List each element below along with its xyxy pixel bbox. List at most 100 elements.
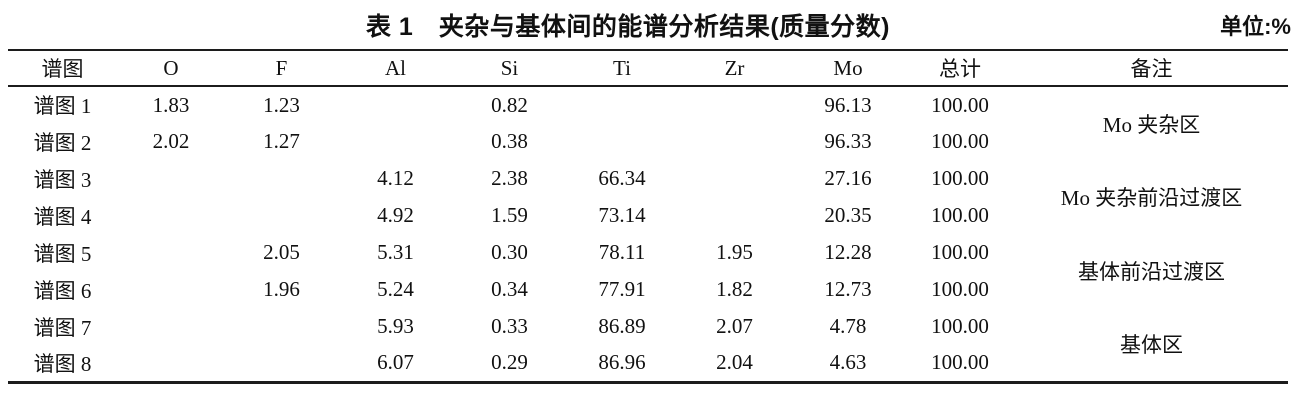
cell-value: 0.38 — [491, 129, 528, 153]
cell-value: 1.96 — [263, 277, 300, 301]
note-cell-matrix-front-transition-zone: 基体前沿过渡区 — [1078, 260, 1225, 284]
cell-value: 100.00 — [931, 92, 989, 117]
header-cell-mo: Mo — [791, 50, 905, 87]
table-row: 谱图 7 5.93 0.33 86.89 2.07 4.78 100.00 基体… — [8, 308, 1288, 357]
cell-value — [117, 271, 225, 308]
unit-label: 单位:% — [1220, 13, 1291, 39]
cell-value: 6.07 — [377, 350, 414, 375]
energy-spectrum-table: 谱图 O F Al Si Ti Zr Mo 总计 备注 谱图 1 1.83 1.… — [8, 49, 1288, 384]
cell-value: 27.16 — [824, 166, 872, 190]
cell-value: 73.14 — [598, 203, 646, 227]
cell-spectrum-label: 谱图 6 — [33, 278, 92, 303]
table-row: 谱图 6 1.96 5.24 0.34 77.91 1.82 12.73 100… — [8, 271, 1288, 308]
cell-value: 100.00 — [931, 203, 989, 227]
note-cell-mo-inclusion-zone: Mo 夹杂区 — [1102, 112, 1201, 137]
cell-value: 100.00 — [931, 166, 989, 190]
cell-spectrum-label: 谱图 4 — [33, 204, 92, 229]
table-row: 谱图 1 1.83 1.23 0.82 96.13 100.00 Mo 夹杂区 — [8, 86, 1288, 137]
cell-value: 100.00 — [931, 350, 989, 375]
cell-value: 100.00 — [931, 277, 989, 301]
cell-value: 12.28 — [824, 240, 872, 264]
cell-value: 1.83 — [152, 92, 190, 117]
cell-value — [225, 345, 338, 382]
cell-value: 86.96 — [598, 350, 646, 375]
cell-value: 77.91 — [598, 277, 646, 301]
cell-value: 0.33 — [491, 314, 528, 338]
cell-value — [678, 86, 791, 123]
cell-value: 12.73 — [824, 277, 872, 301]
cell-value: 78.11 — [598, 240, 646, 264]
header-cell-ti: Ti — [566, 50, 678, 87]
header-cell-si: Si — [453, 50, 566, 87]
cell-value: 1.23 — [263, 92, 300, 117]
cell-value: 5.31 — [377, 240, 414, 264]
table-caption: 表 1 夹杂与基体间的能谱分析结果(质量分数) — [365, 12, 890, 41]
cell-value — [117, 345, 225, 382]
cell-value — [117, 197, 225, 234]
table-row: 谱图 2 2.02 1.27 0.38 96.33 100.00 — [8, 123, 1288, 160]
cell-value — [678, 160, 791, 197]
cell-spectrum-label: 谱图 5 — [33, 241, 92, 266]
cell-value — [225, 308, 338, 345]
table-caption-row: 表 1 夹杂与基体间的能谱分析结果(质量分数) 单位:% — [0, 0, 1296, 49]
cell-spectrum-label: 谱图 3 — [33, 167, 92, 192]
cell-value: 5.24 — [377, 277, 414, 301]
cell-value — [338, 86, 453, 123]
cell-value — [225, 197, 338, 234]
cell-value — [678, 123, 791, 160]
cell-value — [117, 234, 225, 271]
cell-value: 1.95 — [716, 240, 753, 264]
cell-value: 100.00 — [931, 314, 989, 338]
cell-value — [566, 123, 678, 160]
cell-value: 96.33 — [824, 129, 872, 153]
cell-value: 0.34 — [491, 277, 528, 301]
cell-value: 1.27 — [263, 129, 300, 153]
table-row: 谱图 4 4.92 1.59 73.14 20.35 100.00 — [8, 197, 1288, 234]
header-cell-zr: Zr — [678, 50, 791, 87]
header-cell-o: O — [117, 50, 225, 87]
header-cell-f: F — [225, 50, 338, 87]
cell-spectrum-label: 谱图 7 — [33, 315, 92, 340]
note-cell-mo-inclusion-front-transition-zone: Mo 夹杂前沿过渡区 — [1060, 186, 1243, 210]
cell-value: 0.82 — [491, 92, 528, 117]
cell-value: 4.78 — [829, 314, 867, 338]
cell-value — [678, 197, 791, 234]
cell-value: 96.13 — [824, 92, 872, 117]
cell-spectrum-label: 谱图 1 — [33, 94, 92, 118]
cell-value — [117, 308, 225, 345]
cell-value — [225, 160, 338, 197]
cell-spectrum-label: 谱图 8 — [33, 351, 92, 376]
cell-value: 0.30 — [491, 240, 528, 264]
cell-value: 1.59 — [491, 203, 528, 227]
cell-value: 2.05 — [263, 240, 300, 264]
cell-value: 2.38 — [491, 166, 528, 190]
cell-value: 2.02 — [152, 129, 190, 153]
note-cell-matrix-zone: 基体区 — [1120, 333, 1183, 358]
cell-value: 2.07 — [716, 314, 753, 338]
cell-value: 20.35 — [824, 203, 872, 227]
table-row: 谱图 8 6.07 0.29 86.96 2.04 4.63 100.00 — [8, 345, 1288, 382]
table-row: 谱图 3 4.12 2.38 66.34 27.16 100.00 Mo 夹杂前… — [8, 160, 1288, 210]
cell-value: 2.04 — [716, 350, 753, 375]
cell-value: 5.93 — [377, 314, 414, 338]
cell-value: 4.12 — [377, 166, 414, 190]
cell-value: 4.63 — [829, 350, 867, 375]
cell-value: 66.34 — [598, 166, 646, 190]
cell-value — [566, 86, 678, 123]
cell-value: 86.89 — [598, 314, 646, 338]
cell-value: 4.92 — [377, 203, 414, 227]
table-row: 谱图 5 2.05 5.31 0.30 78.11 1.95 12.28 100… — [8, 234, 1288, 284]
cell-value: 100.00 — [931, 240, 989, 264]
header-cell-total: 总计 — [905, 50, 1015, 87]
header-cell-al: Al — [338, 50, 453, 87]
header-cell-remark: 备注 — [1015, 50, 1288, 87]
header-row: 谱图 O F Al Si Ti Zr Mo 总计 备注 — [8, 50, 1288, 87]
header-cell-spectrum: 谱图 — [8, 50, 117, 87]
cell-spectrum-label: 谱图 2 — [33, 130, 92, 155]
cell-value: 1.82 — [716, 277, 753, 301]
energy-spectrum-table-wrap: 谱图 O F Al Si Ti Zr Mo 总计 备注 谱图 1 1.83 1.… — [8, 49, 1288, 384]
cell-value: 0.29 — [491, 350, 528, 375]
cell-value — [117, 160, 225, 197]
cell-value: 100.00 — [931, 129, 989, 153]
cell-value — [338, 123, 453, 160]
